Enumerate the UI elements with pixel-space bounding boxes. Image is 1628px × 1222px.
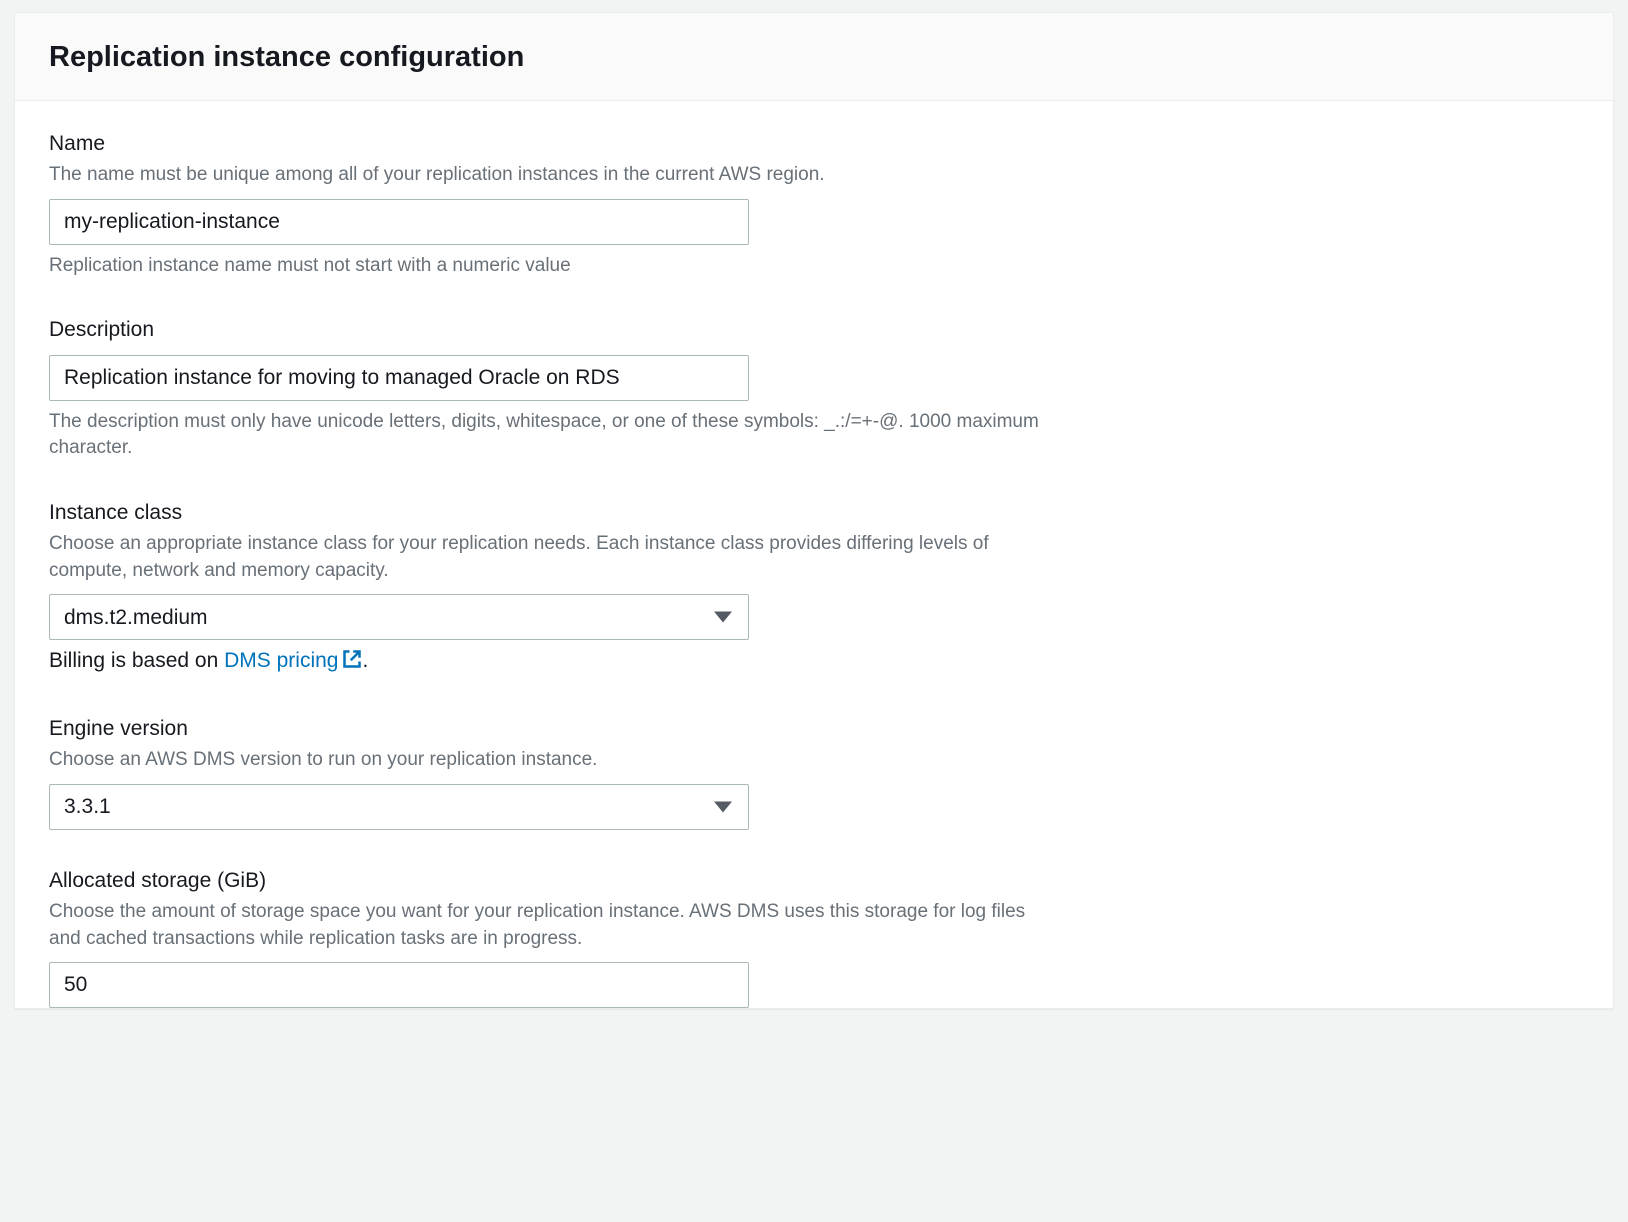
panel-header: Replication instance configuration (15, 13, 1613, 101)
engine-version-label: Engine version (49, 714, 1579, 743)
name-help-top: The name must be unique among all of you… (49, 162, 1059, 189)
caret-down-icon (714, 612, 732, 623)
external-link-icon (342, 648, 362, 677)
page-root: Replication instance configuration Name … (0, 0, 1628, 1009)
billing-prefix: Billing is based on (49, 649, 224, 672)
description-control (49, 355, 749, 401)
instance-class-billing-note: Billing is based on DMS pricing. (49, 646, 1579, 677)
description-label: Description (49, 315, 1579, 344)
name-help-bottom: Replication instance name must not start… (49, 253, 1059, 280)
engine-version-control: 3.3.1 (49, 784, 749, 830)
engine-version-selected-value: 3.3.1 (64, 792, 111, 821)
dms-pricing-link-text: DMS pricing (224, 649, 338, 672)
instance-class-label: Instance class (49, 498, 1579, 527)
name-control (49, 199, 749, 245)
field-instance-class: Instance class Choose an appropriate ins… (49, 498, 1579, 678)
instance-class-help-top: Choose an appropriate instance class for… (49, 531, 1059, 584)
engine-version-help-top: Choose an AWS DMS version to run on your… (49, 747, 1059, 774)
allocated-storage-input[interactable] (49, 962, 749, 1008)
field-allocated-storage: Allocated storage (GiB) Choose the amoun… (49, 866, 1579, 1009)
instance-class-selected-value: dms.t2.medium (64, 603, 208, 632)
instance-class-control: dms.t2.medium (49, 594, 749, 640)
engine-version-select[interactable]: 3.3.1 (49, 784, 749, 830)
allocated-storage-help-top: Choose the amount of storage space you w… (49, 899, 1059, 952)
panel-title: Replication instance configuration (49, 37, 1579, 78)
field-description: Description The description must only ha… (49, 315, 1579, 462)
dms-pricing-link[interactable]: DMS pricing (224, 649, 362, 672)
panel-body: Name The name must be unique among all o… (15, 101, 1613, 1009)
billing-suffix: . (362, 649, 368, 672)
instance-class-select[interactable]: dms.t2.medium (49, 594, 749, 640)
allocated-storage-label: Allocated storage (GiB) (49, 866, 1579, 895)
description-input[interactable] (49, 355, 749, 401)
caret-down-icon (714, 801, 732, 812)
field-engine-version: Engine version Choose an AWS DMS version… (49, 714, 1579, 830)
description-help-bottom: The description must only have unicode l… (49, 409, 1059, 462)
field-name: Name The name must be unique among all o… (49, 129, 1579, 280)
allocated-storage-control (49, 962, 749, 1008)
name-label: Name (49, 129, 1579, 158)
name-input[interactable] (49, 199, 749, 245)
config-panel: Replication instance configuration Name … (14, 12, 1614, 1009)
